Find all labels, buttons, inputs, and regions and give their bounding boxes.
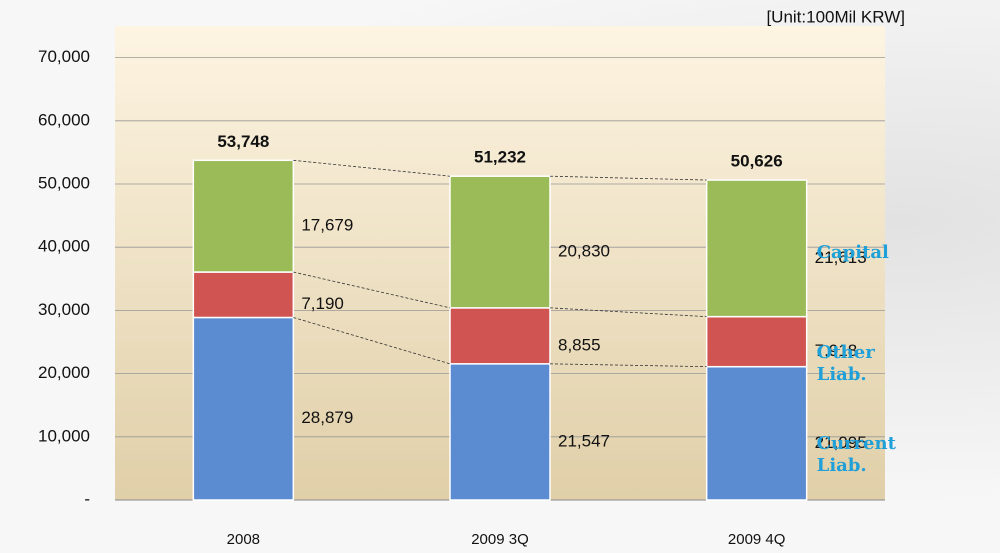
bar-segment	[449, 363, 551, 501]
legend-label: Capital	[816, 242, 889, 264]
connector	[549, 175, 707, 181]
y-tick-label: 20,000	[38, 363, 90, 382]
y-tick-label: 40,000	[38, 237, 90, 256]
total-label: 51,232	[474, 148, 526, 167]
bar-segment	[705, 365, 808, 501]
x-tick-label: 2009 4Q	[728, 531, 786, 548]
value-label: 8,855	[558, 335, 601, 354]
total-label: 50,626	[731, 152, 783, 171]
bar-segment	[449, 307, 551, 365]
bar-segment	[192, 271, 295, 319]
connector	[549, 363, 707, 368]
bar-segment	[449, 175, 551, 309]
y-tick-label: 10,000	[38, 426, 90, 445]
y-tick-label: -	[84, 489, 90, 508]
x-tick-label: 2008	[227, 531, 260, 548]
x-tick-label: 2009 3Q	[471, 531, 529, 548]
connector	[549, 307, 707, 318]
connector	[293, 317, 451, 365]
total-label: 53,748	[217, 132, 269, 151]
value-label: 20,830	[558, 242, 610, 261]
y-tick-label: 50,000	[38, 173, 90, 192]
value-label: 7,918	[815, 341, 858, 360]
value-label: 28,879	[301, 408, 353, 427]
bar-segment	[192, 316, 295, 501]
legend-label: Current Liab.	[816, 433, 896, 477]
bar-segment	[705, 315, 808, 368]
value-label: 17,679	[301, 216, 353, 235]
value-label: 21,095	[815, 433, 867, 452]
y-tick-label: 60,000	[38, 110, 90, 129]
bar-segment	[192, 159, 295, 273]
unit-label: [Unit:100Mil KRW]	[766, 7, 905, 26]
value-label: 7,190	[301, 294, 344, 313]
value-label: 21,613	[815, 248, 867, 267]
y-tick-label: 70,000	[38, 47, 90, 66]
legend-label: Other Liab.	[816, 341, 875, 385]
value-label: 21,547	[558, 431, 610, 450]
bar-segment	[705, 179, 808, 318]
y-tick-label: 30,000	[38, 300, 90, 319]
connector	[293, 159, 451, 177]
connector	[293, 271, 451, 309]
